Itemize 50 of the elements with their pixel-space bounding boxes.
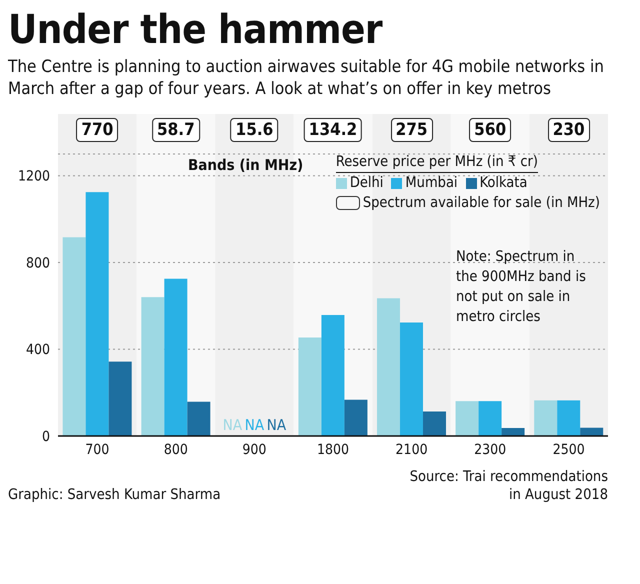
annotation: NA [222,416,242,434]
y-tick-label: 1200 [18,168,50,185]
x-tick-label: 800 [164,442,188,458]
text: 134.2 [304,118,362,142]
bar [557,400,580,436]
legend-label: Mumbai [404,174,458,193]
annotation: NA [266,416,286,434]
annotation: Spectrum available for sale (in MHz) [362,194,600,213]
bar [423,411,446,436]
legend-label: Delhi [348,174,384,193]
legend-title: Reserve price per MHz (in ₹ cr) [336,152,538,173]
chart-subtitle: The Centre is planning to auction airwaves suitable for 4G mobile networks in March after a gap of four years. A look at what’s on offer in key metros [8,56,605,100]
bar [108,362,132,436]
x-axis-title: Bands (in MHz) [188,156,304,174]
bar [86,192,109,436]
text: 560 [469,118,512,142]
legend-label: Kolkata [478,174,528,193]
text: 275 [390,118,433,142]
bar [164,278,188,436]
x-tick-label: 2300 [474,442,506,458]
x-tick-label: 700 [85,442,110,458]
y-tick-label: 400 [26,342,50,358]
bar [321,314,344,436]
text: 770 [76,118,118,142]
bar [456,401,479,436]
chart-title: Under the hammer [8,7,384,53]
annotation: Note: Spectrum in the 900MHz band is not put on sale in metro circles [456,248,587,328]
bar [580,428,604,436]
bar [187,402,210,436]
x-tick-label: 2500 [552,442,585,458]
source-note: Source: Trai recommendations in August 2018 [408,468,608,504]
y-tick-label: 0 [42,428,50,445]
text: 58.7 [152,118,200,142]
bar [377,298,400,436]
bar [502,428,525,436]
x-tick-label: 900 [242,442,266,458]
annotation: NA [244,416,264,434]
x-tick-label: 1800 [316,442,350,458]
x-tick-label: 2100 [396,442,428,458]
y-tick-label: 800 [26,255,50,272]
bar [141,297,164,436]
bar [344,400,368,436]
bar [298,338,322,436]
bar [534,400,558,436]
text: 15.6 [230,118,278,142]
text: 230 [548,118,590,142]
bar [400,322,423,436]
bar [478,401,502,436]
bar [62,237,86,436]
text: Graphic: Sarvesh Kumar Sharma [8,486,221,504]
